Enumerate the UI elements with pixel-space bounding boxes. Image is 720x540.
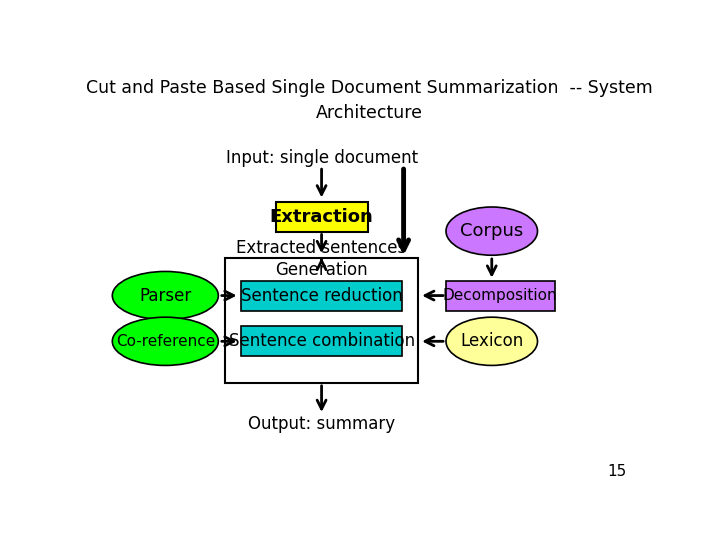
Text: Sentence combination: Sentence combination [228, 332, 415, 350]
Ellipse shape [112, 272, 218, 320]
Text: Corpus: Corpus [460, 222, 523, 240]
FancyBboxPatch shape [240, 326, 402, 356]
FancyBboxPatch shape [446, 281, 554, 310]
Ellipse shape [446, 207, 538, 255]
FancyBboxPatch shape [240, 281, 402, 310]
Text: Parser: Parser [139, 287, 192, 305]
Text: Co-reference: Co-reference [116, 334, 215, 349]
Text: Decomposition: Decomposition [443, 288, 557, 303]
Text: Cut and Paste Based Single Document Summarization  -- System
Architecture: Cut and Paste Based Single Document Summ… [86, 79, 652, 123]
Text: Generation: Generation [275, 261, 368, 279]
Text: Output: summary: Output: summary [248, 415, 395, 434]
Text: Sentence reduction: Sentence reduction [240, 287, 402, 305]
FancyBboxPatch shape [225, 258, 418, 383]
Text: 15: 15 [608, 464, 627, 479]
Text: Extracted sentences: Extracted sentences [236, 239, 407, 256]
Text: Input: single document: Input: single document [225, 150, 418, 167]
Ellipse shape [446, 317, 538, 366]
Ellipse shape [112, 317, 218, 366]
Text: Extraction: Extraction [270, 207, 374, 226]
Text: Lexicon: Lexicon [460, 332, 523, 350]
FancyBboxPatch shape [276, 201, 368, 232]
